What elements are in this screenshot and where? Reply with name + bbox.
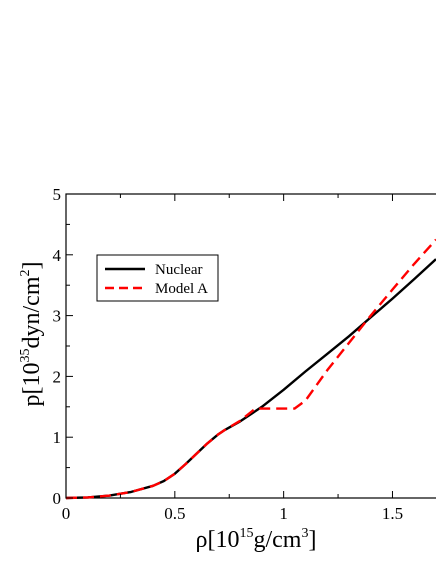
y-tick-label: 3	[53, 307, 62, 326]
y-tick-label: 2	[53, 367, 62, 386]
y-axis-title-sup1: 35	[18, 349, 33, 363]
legend: Nuclear Model A	[96, 254, 219, 302]
x-tick-label: 1.5	[382, 504, 403, 523]
x-tick-label: 1	[279, 504, 288, 523]
y-axis: 0 1 2 3 4 5	[53, 185, 73, 508]
x-axis: 0 0.5 1 1.5	[62, 194, 403, 523]
y-axis-title-sup2: 2	[18, 270, 33, 277]
x-tick-label: 0.5	[164, 504, 185, 523]
x-axis-title-sup2: 3	[301, 526, 308, 541]
plot-area	[65, 193, 436, 499]
x-axis-title-post: ]	[308, 527, 316, 553]
legend-label-nuclear: Nuclear	[155, 262, 202, 278]
y-tick-label: 4	[53, 246, 62, 265]
series-layer	[65, 238, 436, 500]
plot-frame	[65, 193, 436, 499]
y-axis-title-pre: p[10	[19, 363, 45, 407]
y-axis-title-mid: dyn/cm	[19, 276, 45, 348]
x-axis-title: ρ[1015g/cm3]	[196, 526, 317, 553]
x-axis-title-pre: ρ[10	[196, 527, 240, 553]
x-tick-label: 0	[62, 504, 71, 523]
y-tick-label: 5	[53, 185, 62, 204]
x-axis-title-mid: g/cm	[253, 527, 301, 553]
series-line-model-a	[65, 238, 436, 500]
y-tick-label: 1	[53, 428, 62, 447]
y-axis-title-post: ]	[19, 262, 45, 270]
legend-label-model-a: Model A	[155, 281, 208, 297]
y-tick-label: 0	[53, 489, 62, 508]
x-axis-title-sup1: 15	[239, 526, 253, 541]
legend-box	[96, 254, 219, 302]
y-axis-title: p[1035dyn/cm2]	[18, 262, 45, 407]
